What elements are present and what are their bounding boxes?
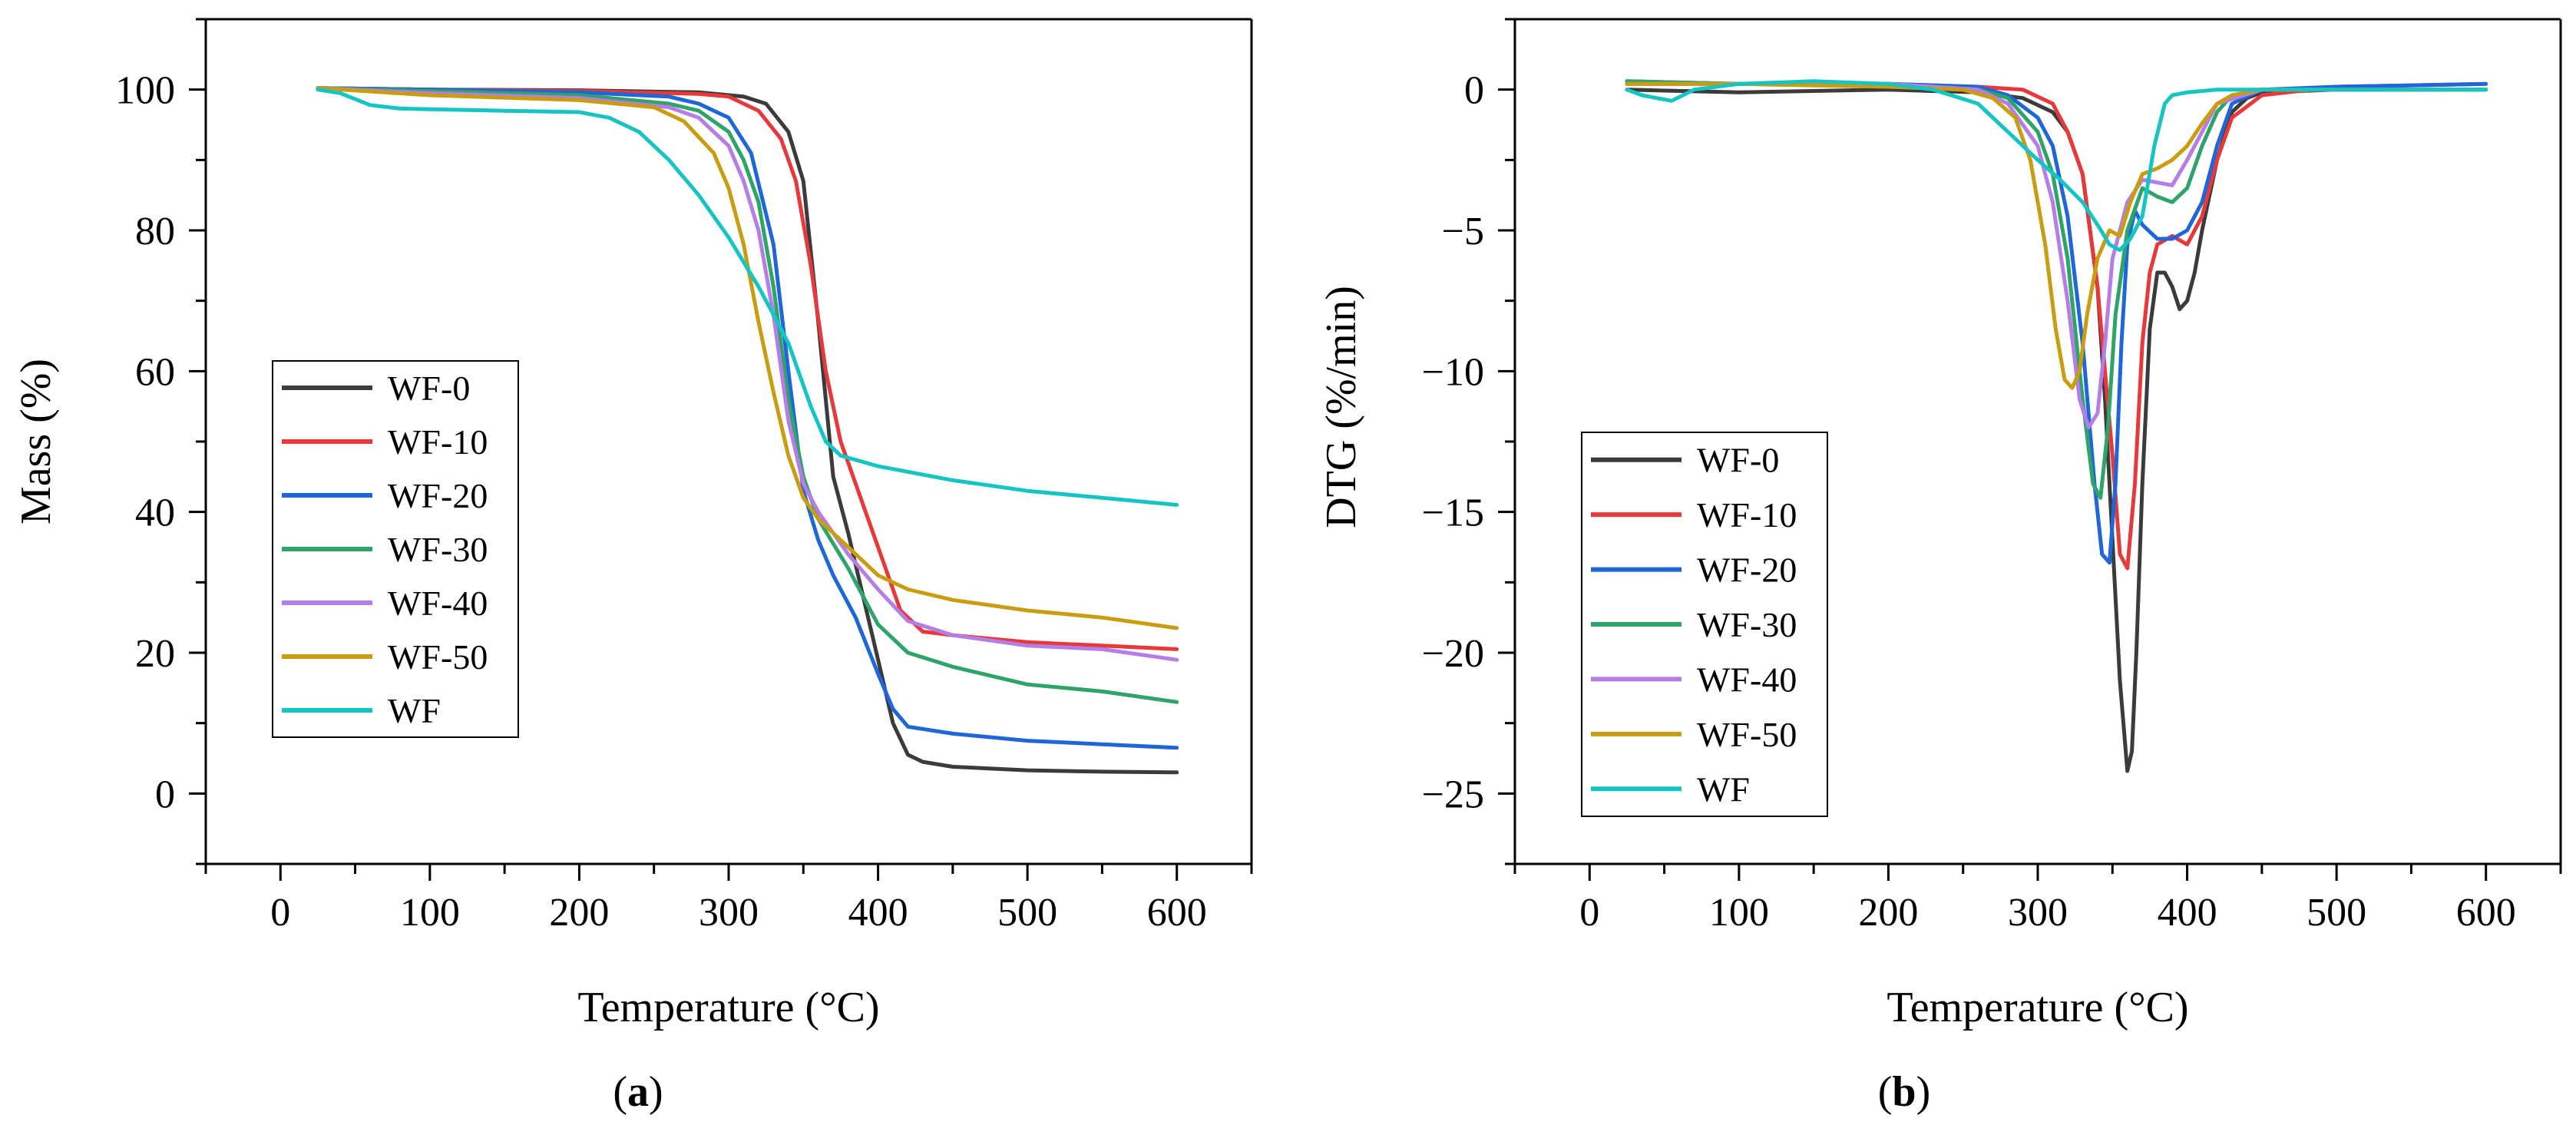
series-line-b-wf-30 (1625, 79, 2488, 500)
series-layer-b (1625, 79, 2488, 773)
legend-label-a-wf-10: WF-10 (388, 422, 488, 462)
legend-label-a-wf-20: WF-20 (388, 476, 488, 515)
legend-label-a-wf-50: WF-50 (388, 637, 488, 677)
y-tick-label-b: −5 (1442, 210, 1484, 253)
legend-label-b-wf-20: WF-20 (1697, 551, 1797, 590)
series-line-b-wf-10 (1625, 81, 2488, 571)
y-tick-label-a: 100 (115, 69, 175, 113)
panel-a: 0 100 200 300 400 500 600 0 20 40 60 80 100 Temperat… (12, 18, 1253, 1116)
legend-label-b-wf-30: WF-30 (1697, 605, 1797, 644)
series-line-a-wf-20 (316, 86, 1179, 750)
legend-a: WF-0 WF-10 WF-20 WF-30 WF-40 WF-50 WF (272, 360, 519, 738)
panel-label-b: (b) (1878, 1068, 1930, 1116)
y-tick-label-b: −20 (1422, 632, 1484, 676)
x-tick-label-b: 0 (1579, 891, 1599, 935)
legend-label-a-wf-0: WF-0 (388, 369, 470, 408)
x-tick-label-b: 300 (2008, 891, 2068, 935)
y-tick-label-a: 0 (155, 773, 175, 816)
x-tick-label-a: 500 (997, 891, 1057, 935)
legend-label-a-wf-40: WF-40 (388, 584, 488, 623)
x-tick-label-b: 400 (2158, 891, 2217, 935)
x-tick-label-b: 100 (1709, 891, 1769, 935)
legend-label-b-wf-0: WF-0 (1697, 441, 1779, 480)
legend-b: WF-0 WF-10 WF-20 WF-30 WF-40 WF-50 WF (1581, 432, 1828, 817)
series-line-a-wf-30 (316, 86, 1179, 704)
y-tick-label-b: −25 (1422, 773, 1484, 816)
x-tick-label-a: 400 (848, 891, 908, 935)
x-tick-label-a: 300 (699, 891, 759, 935)
x-tick-label-a: 100 (400, 891, 460, 935)
y-tick-label-a: 20 (135, 632, 175, 676)
x-tick-label-b: 200 (1858, 891, 1918, 935)
panel-label-a-letter: a (627, 1068, 649, 1116)
y-tick-label-a: 40 (135, 491, 175, 535)
panel-label-a: (a) (613, 1068, 663, 1116)
legend-label-b-wf-10: WF-10 (1697, 495, 1797, 534)
x-tick-label-b: 500 (2306, 891, 2366, 935)
series-line-a-wf-50 (316, 86, 1179, 630)
series-line-b-wf-20 (1625, 79, 2488, 565)
x-tick-label-a: 600 (1147, 891, 1207, 935)
axes-b: 0 100 200 300 400 500 600 0 −5 −10 −15 −20 −25 (1422, 18, 2562, 935)
legend-label-b-wf-50: WF-50 (1697, 715, 1797, 754)
series-line-b-wf-40 (1625, 81, 2488, 430)
legend-label-a-wf: WF (388, 691, 441, 730)
y-tick-label-b: −10 (1422, 350, 1484, 394)
x-tick-label-a: 0 (270, 891, 290, 935)
x-axis-title-a: Temperature (°C) (577, 984, 879, 1031)
x-axis-title-b: Temperature (°C) (1887, 984, 2188, 1031)
legend-label-a-wf-30: WF-30 (388, 530, 488, 569)
y-tick-label-a: 80 (135, 210, 175, 253)
panel-label-b-letter: b (1892, 1068, 1916, 1116)
y-tick-label-b: −15 (1422, 491, 1484, 535)
series-line-a-wf-40 (316, 86, 1179, 662)
x-tick-label-a: 200 (549, 891, 609, 935)
series-layer-a (316, 86, 1179, 775)
legend-label-b-wf-40: WF-40 (1697, 660, 1797, 699)
series-line-b-wf (1625, 79, 2488, 253)
x-tick-label-b: 600 (2456, 891, 2516, 935)
legend-label-b-wf: WF (1697, 769, 1750, 809)
y-tick-label-a: 60 (135, 350, 175, 394)
y-axis-title-b: DTG (%/min) (1318, 286, 1365, 528)
axes-a: 0 100 200 300 400 500 600 0 20 40 60 80 100 (115, 18, 1253, 935)
series-line-a-wf (316, 88, 1179, 507)
y-axis-title-a: Mass (%) (12, 359, 60, 524)
panel-b: 0 100 200 300 400 500 600 0 −5 −10 −15 −20 −25 Tempe… (1318, 18, 2562, 1116)
series-line-b-wf-50 (1625, 81, 2488, 390)
y-tick-label-b: 0 (1464, 69, 1484, 113)
